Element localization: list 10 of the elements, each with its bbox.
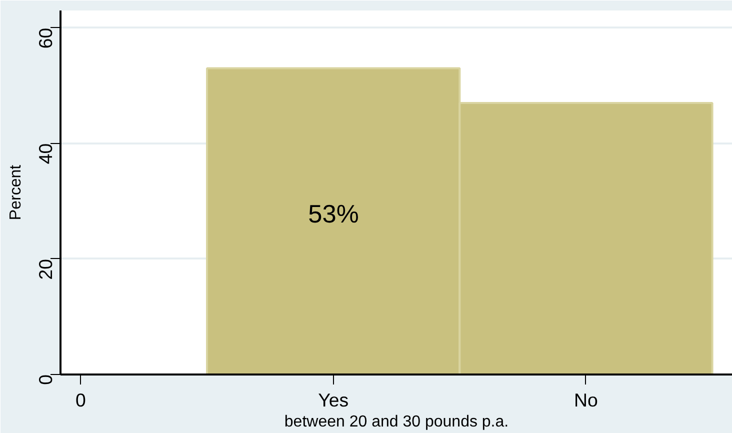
- x-tick-label: 0: [76, 390, 86, 410]
- x-tick-label: Yes: [318, 390, 349, 410]
- y-axis-title: Percent: [8, 164, 24, 220]
- x-tick-label: No: [574, 390, 598, 410]
- y-tick-label: 0: [35, 374, 56, 385]
- y-tick-label: 20: [35, 258, 56, 280]
- y-tick-label: 60: [35, 28, 56, 49]
- annotation: 53%: [308, 200, 359, 228]
- x-axis-title: between 20 and 30 pounds p.a.: [284, 414, 509, 430]
- y-tick-label: 40: [35, 143, 56, 164]
